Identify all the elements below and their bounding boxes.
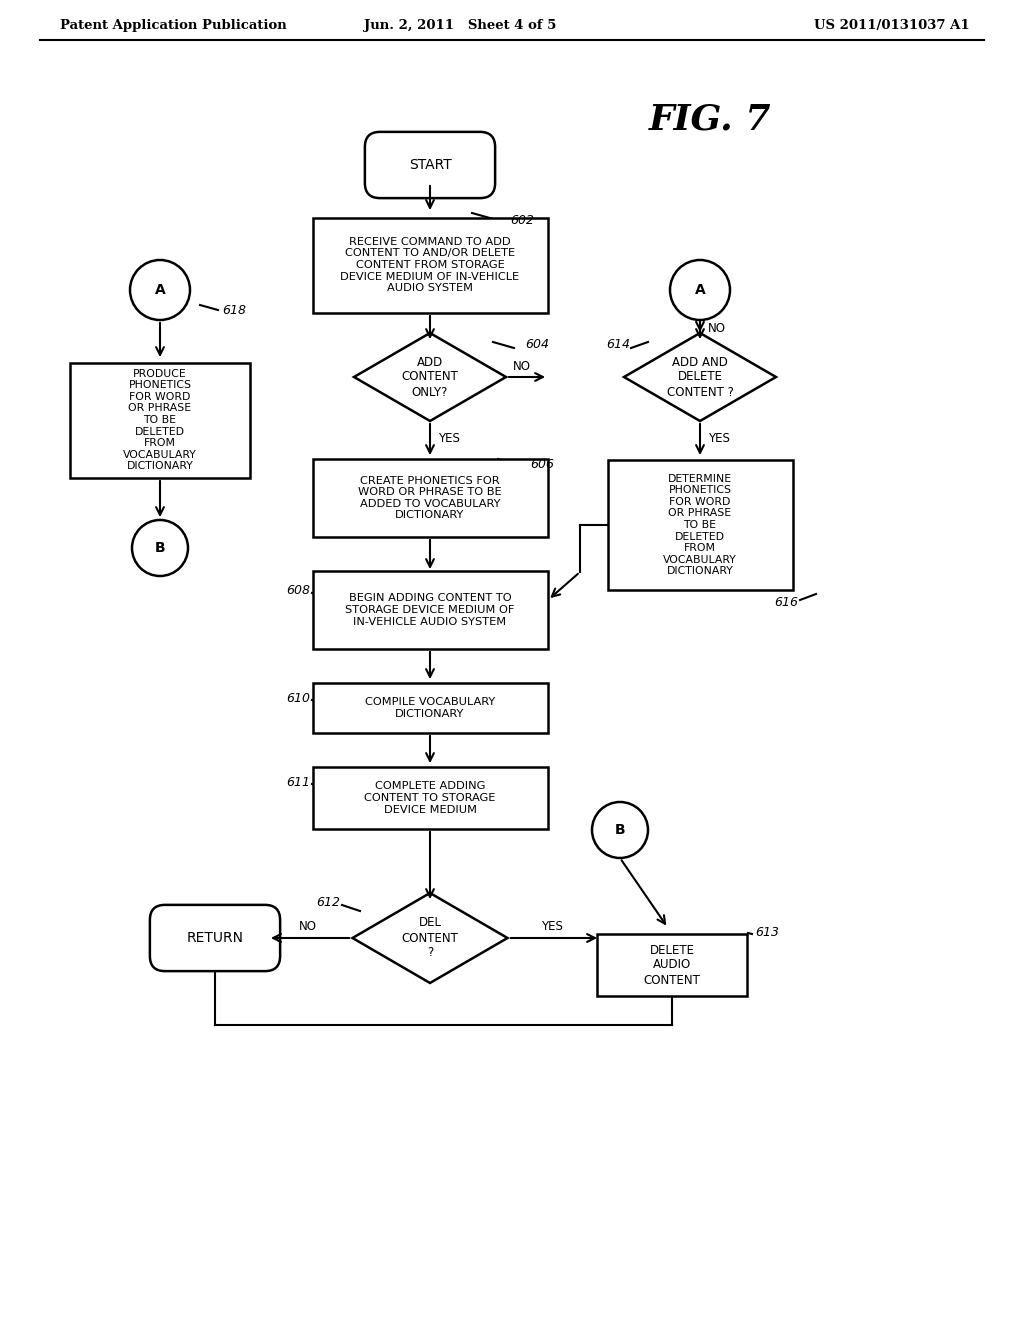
Circle shape xyxy=(592,803,648,858)
Bar xyxy=(597,935,746,997)
Polygon shape xyxy=(354,333,506,421)
Text: 618: 618 xyxy=(222,304,246,317)
Circle shape xyxy=(132,520,188,576)
Text: 611: 611 xyxy=(286,776,310,788)
Bar xyxy=(312,682,548,733)
Text: 612: 612 xyxy=(316,895,340,908)
Text: YES: YES xyxy=(438,432,460,445)
Polygon shape xyxy=(352,894,508,983)
Circle shape xyxy=(130,260,190,319)
Text: B: B xyxy=(614,822,626,837)
Text: ADD AND
DELETE
CONTENT ?: ADD AND DELETE CONTENT ? xyxy=(667,355,733,399)
Text: Patent Application Publication: Patent Application Publication xyxy=(60,18,287,32)
Text: NO: NO xyxy=(708,322,726,334)
Text: Jun. 2, 2011   Sheet 4 of 5: Jun. 2, 2011 Sheet 4 of 5 xyxy=(364,18,556,32)
Text: DEL
CONTENT
?: DEL CONTENT ? xyxy=(401,916,459,960)
Text: 616: 616 xyxy=(774,595,798,609)
Text: A: A xyxy=(155,282,165,297)
Text: 604: 604 xyxy=(525,338,549,351)
FancyBboxPatch shape xyxy=(365,132,496,198)
Text: PRODUCE
PHONETICS
FOR WORD
OR PHRASE
TO BE
DELETED
FROM
VOCABULARY
DICTIONARY: PRODUCE PHONETICS FOR WORD OR PHRASE TO … xyxy=(123,368,197,471)
Text: START: START xyxy=(409,158,452,172)
Text: DETERMINE
PHONETICS
FOR WORD
OR PHRASE
TO BE
DELETED
FROM
VOCABULARY
DICTIONARY: DETERMINE PHONETICS FOR WORD OR PHRASE T… xyxy=(664,474,737,577)
Text: YES: YES xyxy=(541,920,563,933)
Bar xyxy=(70,363,250,478)
Bar xyxy=(312,572,548,649)
FancyBboxPatch shape xyxy=(150,906,281,972)
Text: FIG. 7: FIG. 7 xyxy=(649,103,771,137)
Bar xyxy=(312,218,548,313)
Text: NO: NO xyxy=(299,920,317,933)
Text: CREATE PHONETICS FOR
WORD OR PHRASE TO BE
ADDED TO VOCABULARY
DICTIONARY: CREATE PHONETICS FOR WORD OR PHRASE TO B… xyxy=(358,475,502,520)
Text: 602: 602 xyxy=(510,214,534,227)
Bar xyxy=(312,459,548,537)
Text: YES: YES xyxy=(708,432,730,445)
Text: 608: 608 xyxy=(286,583,310,597)
Text: ADD
CONTENT
ONLY?: ADD CONTENT ONLY? xyxy=(401,355,459,399)
Text: B: B xyxy=(155,541,165,554)
Text: BEGIN ADDING CONTENT TO
STORAGE DEVICE MEDIUM OF
IN-VEHICLE AUDIO SYSTEM: BEGIN ADDING CONTENT TO STORAGE DEVICE M… xyxy=(345,594,515,627)
Text: 610: 610 xyxy=(286,692,310,705)
Text: RECEIVE COMMAND TO ADD
CONTENT TO AND/OR DELETE
CONTENT FROM STORAGE
DEVICE MEDI: RECEIVE COMMAND TO ADD CONTENT TO AND/OR… xyxy=(340,236,519,293)
Text: RETURN: RETURN xyxy=(186,931,244,945)
Text: 613: 613 xyxy=(755,925,779,939)
Text: DELETE
AUDIO
CONTENT: DELETE AUDIO CONTENT xyxy=(643,944,700,986)
Circle shape xyxy=(670,260,730,319)
Text: 606: 606 xyxy=(530,458,554,470)
Text: COMPILE VOCABULARY
DICTIONARY: COMPILE VOCABULARY DICTIONARY xyxy=(365,697,496,719)
Bar xyxy=(607,459,793,590)
Text: A: A xyxy=(694,282,706,297)
Text: NO: NO xyxy=(513,360,531,374)
Text: COMPLETE ADDING
CONTENT TO STORAGE
DEVICE MEDIUM: COMPLETE ADDING CONTENT TO STORAGE DEVIC… xyxy=(365,781,496,814)
Polygon shape xyxy=(624,333,776,421)
Text: 614: 614 xyxy=(606,338,630,351)
Text: US 2011/0131037 A1: US 2011/0131037 A1 xyxy=(814,18,970,32)
Bar xyxy=(312,767,548,829)
